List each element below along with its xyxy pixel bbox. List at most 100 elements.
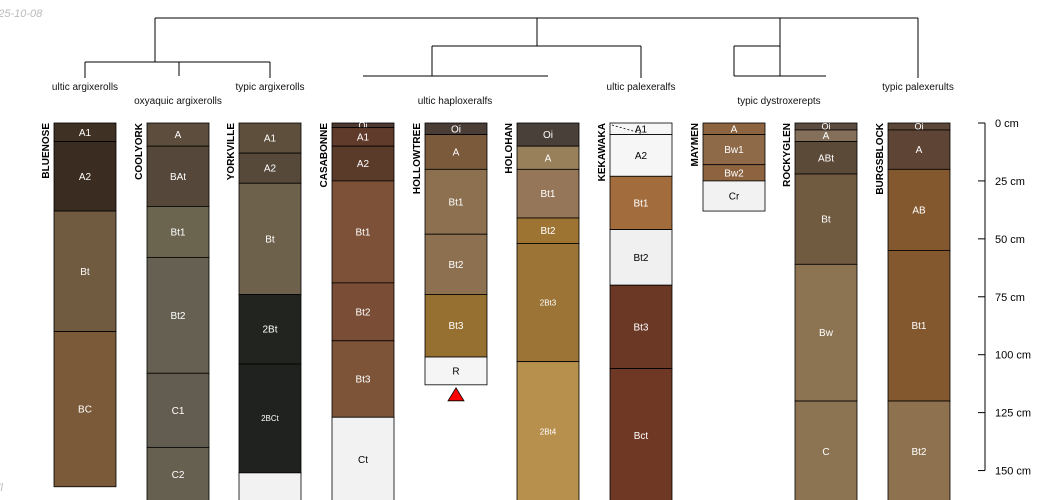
horizon-label: Bt3: [355, 375, 370, 386]
horizon-label: Bt2: [355, 307, 370, 318]
horizon-label: Bt3: [448, 321, 463, 332]
horizon-label: R: [452, 366, 459, 377]
profile-casabonne: CASABONNE Oi A1 A2 Bt1 Bt2 Bt3 Ct: [319, 120, 395, 500]
horizon-label: A2: [357, 159, 370, 170]
taxon-label: typic dystroxerepts: [737, 96, 820, 107]
horizon: [146, 206, 210, 258]
axis-tick-label: 25 cm: [995, 176, 1025, 188]
profile-name: KEKAWAKA: [597, 123, 608, 181]
horizon-label: Bw2: [724, 168, 744, 179]
dendrogram: [84, 17, 919, 78]
horizon-label: BC: [78, 405, 92, 416]
horizon: [516, 361, 580, 500]
horizon-label: Bw: [819, 328, 834, 339]
horizon: [146, 145, 210, 207]
horizon-label: BAt: [170, 172, 186, 183]
taxon-label: ultic argixerolls: [52, 82, 118, 93]
horizon-label: Bt1: [355, 227, 370, 238]
horizon: [794, 141, 858, 175]
horizon-label: A2: [264, 164, 277, 175]
horizon: [238, 294, 302, 365]
horizon: [238, 472, 302, 500]
horizon-label: 2Bt: [262, 325, 277, 336]
taxon-label: ultic palexeralfs: [607, 82, 676, 93]
profile-kekawaka: KEKAWAKA A1 A2 Bt1 Bt2 Bt3 Bct: [597, 122, 673, 500]
profile-maymen: MAYMEN A Bw1 Bw2 Cr: [690, 122, 766, 212]
horizon: [609, 368, 673, 500]
horizon: [331, 416, 395, 500]
horizon: [424, 294, 488, 358]
horizon: [238, 182, 302, 295]
horizon: [702, 180, 766, 212]
profile-name: HOLOHAN: [504, 123, 515, 174]
horizon: [238, 152, 302, 184]
horizon-label: ABt: [818, 153, 834, 164]
taxon-label: typic argixerolls: [236, 82, 305, 93]
horizon: [146, 446, 210, 500]
profile-name: CASABONNE: [319, 123, 330, 188]
profile-yorkville: YORKVILLE A1 A2 Bt 2Bt 2BCt: [226, 122, 302, 500]
depth-axis: 0 cm 25 cm 50 cm 75 cm 100 cm 125 cm 150 cm: [978, 118, 1031, 478]
horizon-label: Oi: [822, 122, 831, 132]
horizon: [516, 243, 580, 363]
horizon-label: A: [453, 147, 460, 158]
corner-text: ll: [0, 482, 3, 494]
horizon-label: Bw1: [724, 145, 744, 156]
horizon-label: C2: [172, 470, 185, 481]
horizon: [238, 122, 302, 154]
horizon: [331, 180, 395, 284]
horizon-label: A: [731, 124, 738, 135]
horizon: [794, 173, 858, 265]
profile-burgsblock: BURGSBLOCK Oi A AB Bt1 Bt2: [875, 122, 951, 500]
horizon-label: A1: [79, 128, 92, 139]
horizon-label: Oi: [543, 130, 553, 141]
taxa-labels: ultic argixerolls oxyaquic argixerolls typ…: [52, 82, 954, 107]
horizon: [424, 356, 488, 386]
horizon-label: Bt2: [911, 447, 926, 458]
horizon-label: A1: [264, 134, 277, 145]
horizon-label: Bt1: [540, 189, 555, 200]
horizon-label: Cr: [729, 191, 740, 202]
horizon-label: Oi: [451, 124, 461, 135]
profile-rockyglen: ROCKYGLEN OiA ABt Bt Bw C: [782, 122, 858, 500]
horizon: [424, 168, 488, 235]
profile-holohan: HOLOHAN Oi A Bt1 Bt2 2Bt3 2Bt4: [504, 122, 580, 500]
horizon-label: Bt1: [911, 321, 926, 332]
horizon-label: Bt1: [448, 197, 463, 208]
horizon: [146, 372, 210, 448]
profile-name: COOLYORK: [134, 122, 145, 180]
horizon-label: Bt2: [633, 253, 648, 264]
profile-hollowtree: HOLLOWTREE Oi A Bt1 Bt2 Bt3 R: [412, 122, 488, 386]
horizon-label: Bt2: [540, 226, 555, 237]
profile-name: YORKVILLE: [226, 123, 237, 181]
horizon-label: AB: [912, 205, 926, 216]
axis-tick-label: 150 cm: [995, 466, 1031, 478]
horizon: [609, 175, 673, 230]
horizon-label: 2BCt: [261, 414, 280, 423]
axis-tick-label: 125 cm: [995, 408, 1031, 420]
horizon-label: Oi: [359, 120, 368, 130]
horizon: [331, 145, 395, 182]
axis-tick-label: 50 cm: [995, 234, 1025, 246]
profile-name: BURGSBLOCK: [875, 122, 886, 194]
horizon-label: Bt2: [448, 260, 463, 271]
horizon-label: Oi: [915, 122, 924, 132]
horizon-label: Bt1: [170, 227, 185, 238]
profile-coolyork: COOLYORK A BAt Bt1 Bt2 C1 C2: [134, 122, 210, 500]
taxon-label: oxyaquic argixerolls: [134, 96, 222, 107]
horizon: [887, 168, 951, 251]
horizon: [794, 400, 858, 500]
horizon: [146, 256, 210, 374]
horizon-label: 2Bt4: [540, 428, 557, 437]
horizon: [702, 134, 766, 166]
horizon: [609, 134, 673, 177]
horizon-label: Ct: [358, 455, 368, 466]
horizon-label: A: [916, 145, 923, 156]
horizon: [331, 282, 395, 342]
horizon-label: Bt1: [633, 198, 648, 209]
horizon-label: C: [822, 447, 829, 458]
bedrock-marker: [447, 387, 465, 402]
horizon-label: Bt: [265, 234, 275, 245]
